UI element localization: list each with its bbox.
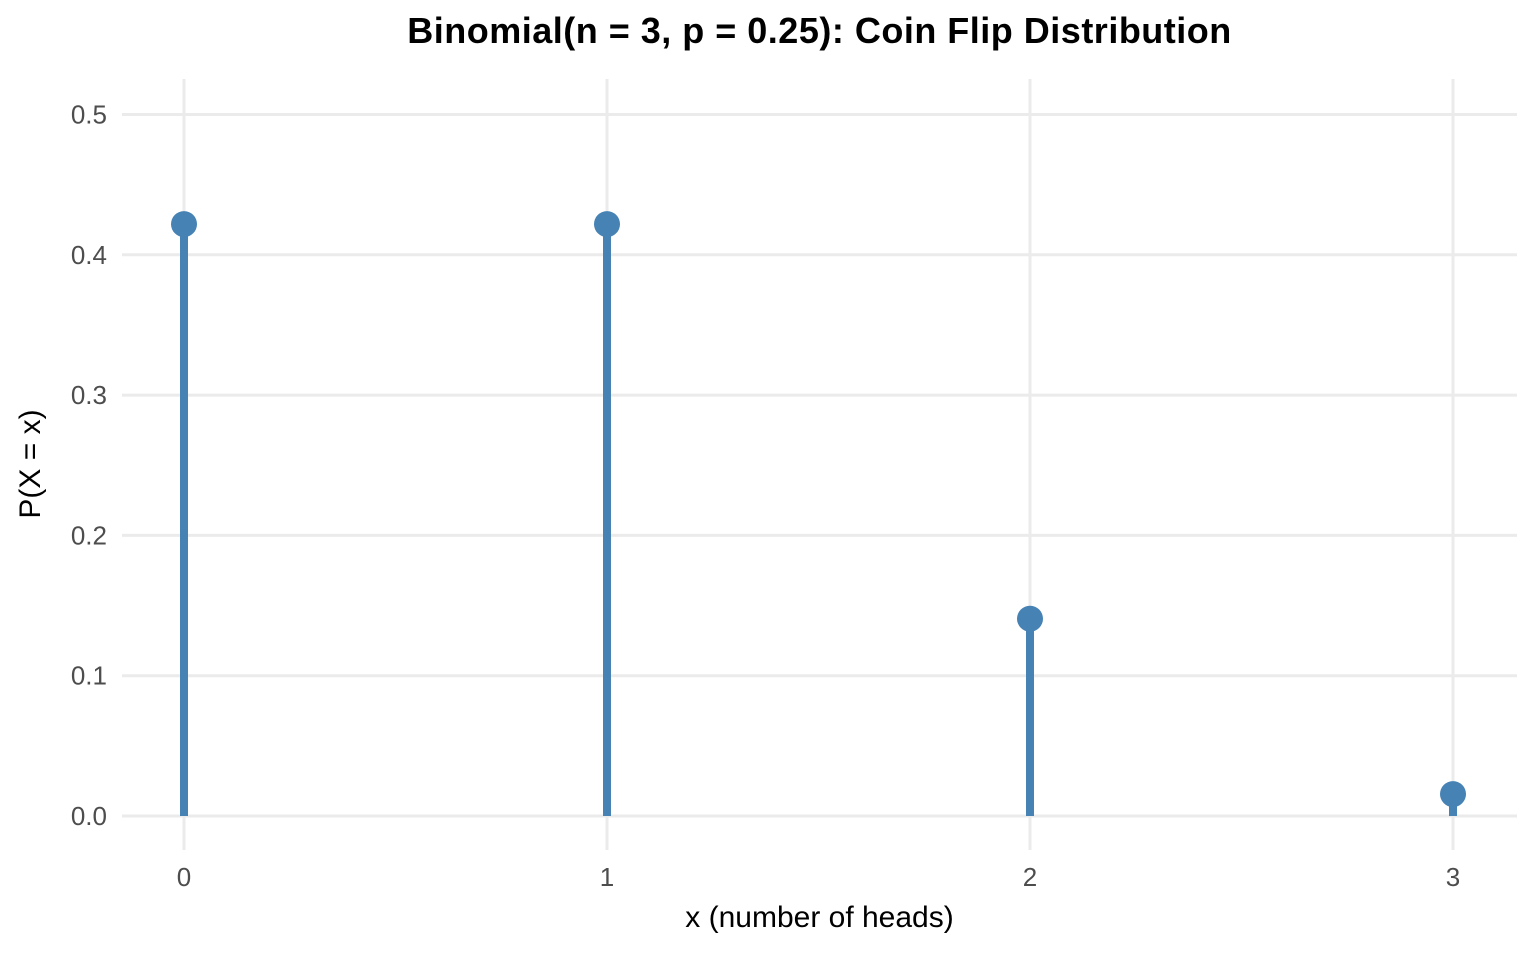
- chart-title: Binomial(n = 3, p = 0.25): Coin Flip Dis…: [407, 10, 1232, 51]
- points-layer: [171, 211, 1466, 808]
- gridlines-layer: [122, 79, 1517, 850]
- pmf-point: [1017, 605, 1043, 632]
- x-tick-label: 2: [1023, 862, 1037, 892]
- tick-labels-layer: 0.0 0.1 0.2 0.3 0.4 0.5 0 1 2 3: [71, 100, 1460, 893]
- pmf-point: [1440, 781, 1466, 808]
- y-tick-label: 0.3: [71, 380, 107, 410]
- y-tick-label: 0.0: [71, 801, 107, 831]
- y-tick-label: 0.5: [71, 100, 107, 130]
- x-axis-title: x (number of heads): [685, 901, 954, 934]
- y-tick-label: 0.2: [71, 520, 107, 550]
- x-tick-label: 0: [177, 862, 191, 892]
- pmf-point: [171, 211, 197, 238]
- y-tick-label: 0.1: [71, 661, 107, 691]
- pmf-point: [594, 211, 620, 238]
- x-tick-label: 3: [1446, 862, 1460, 892]
- x-tick-label: 1: [600, 862, 614, 892]
- y-tick-label: 0.4: [71, 240, 107, 270]
- stems-layer: [180, 224, 1457, 816]
